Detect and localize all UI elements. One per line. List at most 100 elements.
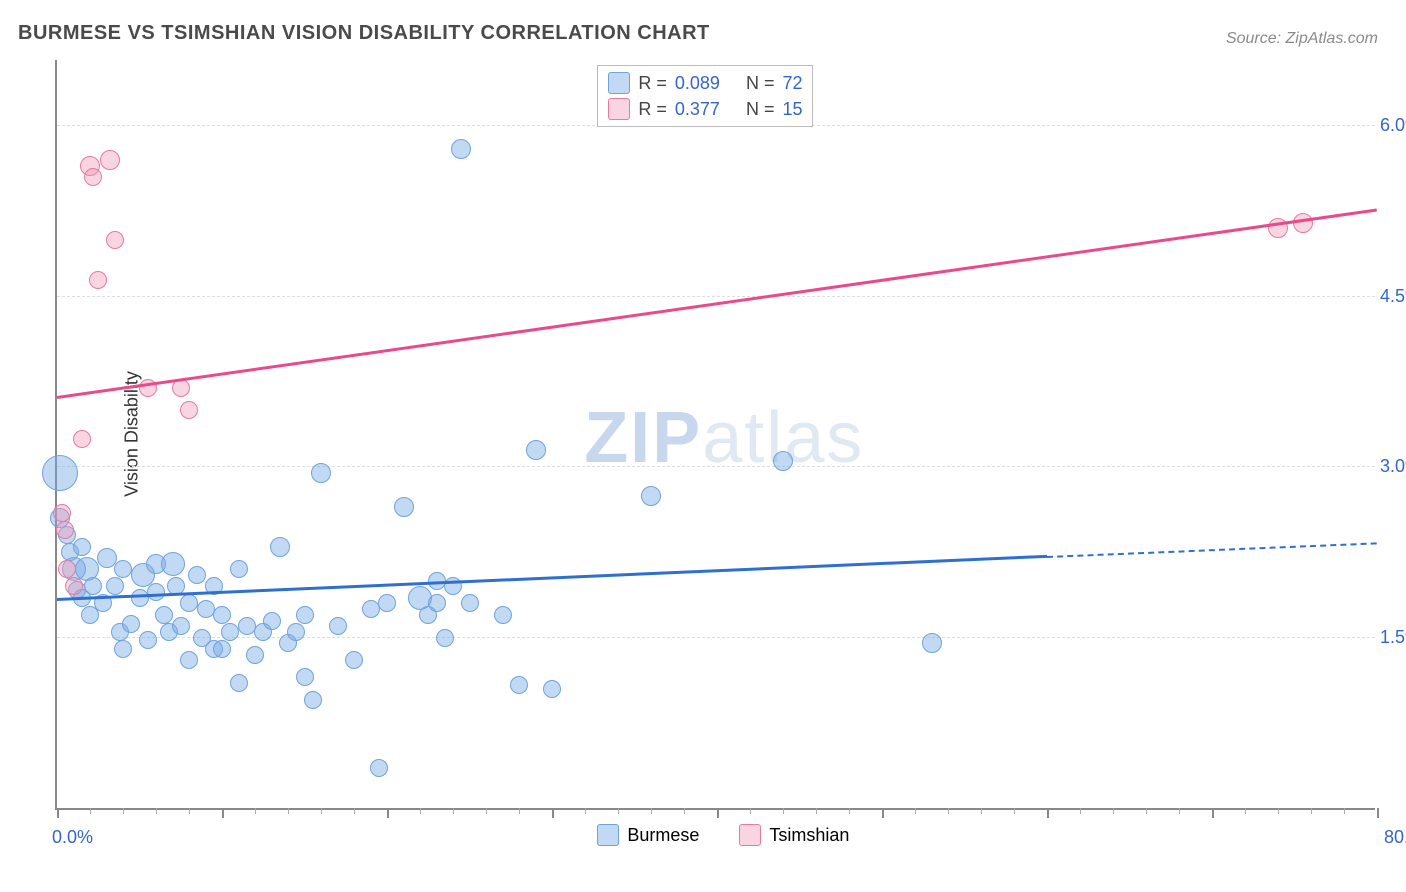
legend-item: Burmese <box>597 824 699 846</box>
x-max-label: 80.0% <box>1384 827 1406 848</box>
x-tick-minor <box>783 808 784 814</box>
x-tick-minor <box>486 808 487 814</box>
x-tick-major <box>222 808 224 818</box>
legend-stats-row: R = 0.377N = 15 <box>608 96 802 122</box>
x-tick-minor <box>321 808 322 814</box>
trend-line <box>1047 542 1377 558</box>
data-point <box>97 548 117 568</box>
data-point <box>122 615 140 633</box>
legend-swatch <box>739 824 761 846</box>
data-point <box>510 676 528 694</box>
gridline <box>57 466 1375 467</box>
data-point <box>494 606 512 624</box>
data-point <box>89 271 107 289</box>
legend-series: Burmese Tsimshian <box>597 824 849 846</box>
data-point <box>451 139 471 159</box>
y-tick-label: 4.5% <box>1380 286 1406 307</box>
x-tick-minor <box>189 808 190 814</box>
data-point <box>345 651 363 669</box>
x-tick-minor <box>1146 808 1147 814</box>
y-tick-label: 1.5% <box>1380 627 1406 648</box>
y-tick-label: 3.0% <box>1380 456 1406 477</box>
x-tick-minor <box>618 808 619 814</box>
x-tick-major <box>57 808 59 818</box>
data-point <box>246 646 264 664</box>
data-point <box>270 537 290 557</box>
data-point <box>180 594 198 612</box>
data-point <box>147 583 165 601</box>
x-tick-minor <box>948 808 949 814</box>
x-tick-minor <box>1014 808 1015 814</box>
legend-stats-row: R = 0.089N = 72 <box>608 70 802 96</box>
data-point <box>180 401 198 419</box>
x-tick-minor <box>354 808 355 814</box>
x-tick-minor <box>915 808 916 814</box>
legend-swatch <box>608 72 630 94</box>
x-tick-minor <box>420 808 421 814</box>
x-tick-minor <box>255 808 256 814</box>
data-point <box>56 521 74 539</box>
legend-item: Tsimshian <box>739 824 849 846</box>
data-point <box>378 594 396 612</box>
x-tick-minor <box>750 808 751 814</box>
x-tick-minor <box>816 808 817 814</box>
data-point <box>106 577 124 595</box>
x-tick-major <box>552 808 554 818</box>
source-label: Source: ZipAtlas.com <box>1226 30 1378 48</box>
legend-swatch <box>608 98 630 120</box>
data-point <box>155 606 173 624</box>
data-point <box>221 623 239 641</box>
data-point <box>213 640 231 658</box>
data-point <box>230 674 248 692</box>
data-point <box>230 560 248 578</box>
x-tick-minor <box>1344 808 1345 814</box>
x-tick-minor <box>1080 808 1081 814</box>
data-point <box>180 651 198 669</box>
data-point <box>139 631 157 649</box>
data-point <box>172 617 190 635</box>
x-tick-major <box>882 808 884 818</box>
x-tick-minor <box>981 808 982 814</box>
x-tick-major <box>1377 808 1379 818</box>
data-point <box>114 640 132 658</box>
chart-container: BURMESE VS TSIMSHIAN VISION DISABILITY C… <box>0 0 1406 892</box>
data-point <box>287 623 305 641</box>
chart-title: BURMESE VS TSIMSHIAN VISION DISABILITY C… <box>18 22 710 45</box>
x-tick-minor <box>156 808 157 814</box>
x-tick-major <box>1212 808 1214 818</box>
gridline <box>57 296 1375 297</box>
data-point <box>213 606 231 624</box>
data-point <box>197 600 215 618</box>
data-point <box>114 560 132 578</box>
x-tick-minor <box>1113 808 1114 814</box>
data-point <box>436 629 454 647</box>
x-tick-minor <box>1311 808 1312 814</box>
data-point <box>53 504 71 522</box>
x-tick-minor <box>849 808 850 814</box>
x-tick-minor <box>684 808 685 814</box>
x-tick-minor <box>1179 808 1180 814</box>
data-point <box>73 430 91 448</box>
data-point <box>329 617 347 635</box>
x-tick-minor <box>123 808 124 814</box>
data-point <box>131 589 149 607</box>
data-point <box>161 552 185 576</box>
x-min-label: 0.0% <box>52 827 93 848</box>
data-point <box>526 440 546 460</box>
plot-area: Vision Disability 1.5%3.0%4.5%6.0%0.0%80… <box>55 60 1375 810</box>
x-tick-minor <box>585 808 586 814</box>
x-tick-minor <box>519 808 520 814</box>
data-point <box>296 668 314 686</box>
data-point <box>922 633 942 653</box>
data-point <box>362 600 380 618</box>
x-tick-minor <box>1245 808 1246 814</box>
x-tick-major <box>387 808 389 818</box>
legend-label: Tsimshian <box>769 825 849 846</box>
data-point <box>188 566 206 584</box>
data-point <box>370 759 388 777</box>
x-tick-minor <box>90 808 91 814</box>
data-point <box>84 168 102 186</box>
legend-stats: R = 0.089N = 72R = 0.377N = 15 <box>597 65 813 127</box>
x-tick-major <box>717 808 719 818</box>
data-point <box>73 538 91 556</box>
